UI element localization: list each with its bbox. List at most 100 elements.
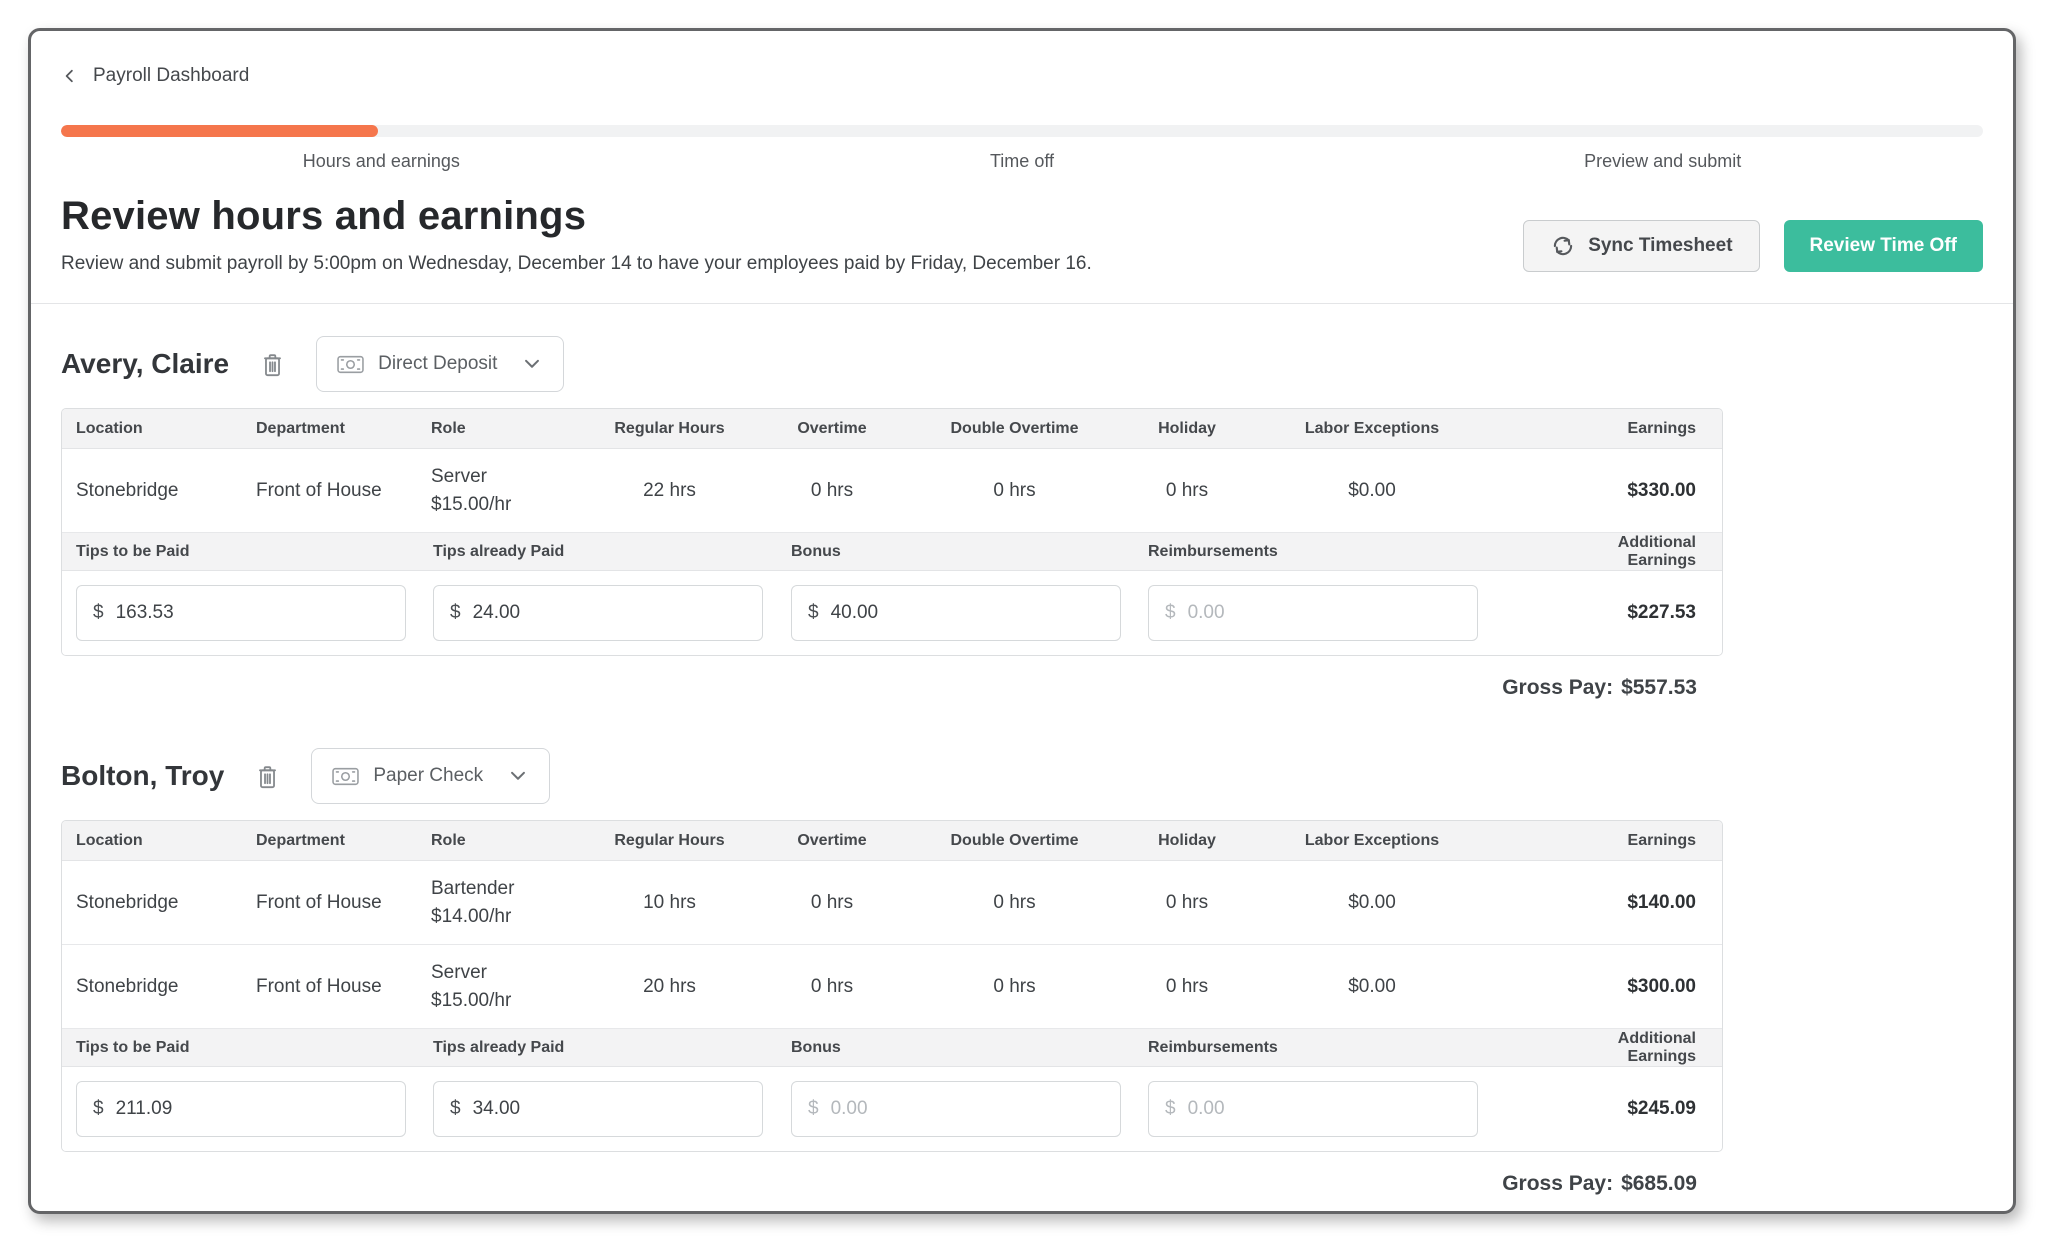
- cell-overtime: 0 hrs: [810, 975, 854, 997]
- cell-role: Bartender $14.00/hr: [417, 875, 587, 930]
- tips-already-paid-input[interactable]: $: [433, 585, 763, 641]
- earnings-row: Stonebridge Front of House Bartender $14…: [62, 861, 1722, 945]
- column-header-labor-exceptions: Labor Exceptions: [1304, 419, 1440, 437]
- currency-prefix: $: [93, 602, 104, 623]
- role-rate: $15.00/hr: [431, 493, 512, 515]
- reimbursements-field[interactable]: [1187, 602, 1461, 624]
- currency-prefix: $: [450, 1098, 461, 1119]
- gross-pay-label: Gross Pay:: [1502, 676, 1614, 699]
- employee-name: Avery, Claire: [61, 348, 230, 379]
- gross-pay-amount: $685.09: [1621, 1172, 1697, 1195]
- cell-role: Server $15.00/hr: [417, 959, 587, 1014]
- payment-method-select[interactable]: Direct Deposit: [316, 336, 565, 392]
- review-time-off-button[interactable]: Review Time Off: [1783, 220, 1983, 272]
- bonus-field[interactable]: [830, 602, 1104, 624]
- reimbursements-input[interactable]: $: [1148, 585, 1478, 641]
- currency-prefix: $: [93, 1098, 104, 1119]
- employee-name: Bolton, Troy: [61, 760, 225, 791]
- bonus-input[interactable]: $: [791, 585, 1121, 641]
- currency-prefix: $: [1165, 1098, 1176, 1119]
- cell-double-overtime: 0 hrs: [993, 891, 1036, 913]
- column-header-bonus: Bonus: [791, 542, 841, 560]
- chevron-down-icon: [511, 771, 526, 780]
- cell-department: Front of House: [256, 891, 382, 913]
- cell-department: Front of House: [256, 975, 382, 997]
- cell-labor-exceptions: $0.00: [1348, 891, 1396, 913]
- page-header: Review hours and earnings Review and sub…: [31, 194, 2013, 304]
- cell-earnings: $140.00: [1627, 891, 1696, 913]
- delete-employee-button[interactable]: [250, 758, 285, 795]
- role-name: Bartender: [431, 877, 515, 899]
- step-time-off: Time off: [989, 151, 1055, 171]
- reimbursements-field[interactable]: [1187, 1098, 1461, 1120]
- column-header-earnings: Earnings: [1627, 831, 1696, 849]
- column-header-role: Role: [431, 419, 466, 437]
- bonus-field[interactable]: [830, 1098, 1104, 1120]
- earnings-table: Location Department Role Regular Hours O…: [61, 408, 1723, 656]
- trash-icon: [264, 353, 282, 376]
- step-hours-and-earnings: Hours and earnings: [302, 151, 460, 171]
- column-header-holiday: Holiday: [1158, 831, 1216, 849]
- column-header-additional-earnings: Additional Earnings: [1617, 1029, 1696, 1065]
- additional-earnings-value: $245.09: [1627, 1098, 1696, 1119]
- cell-earnings: $300.00: [1627, 975, 1696, 997]
- column-header-department: Department: [256, 831, 345, 849]
- reimbursements-input[interactable]: $: [1148, 1081, 1478, 1137]
- tips-already-paid-field[interactable]: [472, 602, 746, 624]
- column-header-double-overtime: Double Overtime: [950, 419, 1079, 437]
- cell-location: Stonebridge: [76, 479, 179, 501]
- column-header-role: Role: [431, 831, 466, 849]
- sync-timesheet-button[interactable]: Sync Timesheet: [1523, 220, 1760, 272]
- cell-earnings: $330.00: [1627, 479, 1696, 501]
- column-header-labor-exceptions: Labor Exceptions: [1304, 831, 1440, 849]
- tips-to-be-paid-field[interactable]: [115, 602, 389, 624]
- payment-method-value: Paper Check: [373, 765, 484, 786]
- tips-already-paid-field[interactable]: [472, 1098, 746, 1120]
- page-title: Review hours and earnings: [61, 194, 587, 238]
- bonus-input[interactable]: $: [791, 1081, 1121, 1137]
- cell-holiday: 0 hrs: [1165, 479, 1209, 501]
- step-preview-and-submit: Preview and submit: [1584, 151, 1742, 171]
- payroll-card: Payroll Dashboard Hours and earnings Tim…: [28, 28, 2016, 1214]
- chevron-down-icon: [525, 359, 540, 368]
- gross-pay-label: Gross Pay:: [1502, 1172, 1614, 1195]
- role-rate: $14.00/hr: [431, 905, 512, 927]
- column-header-additional-earnings: Additional Earnings: [1617, 533, 1696, 569]
- banknote-icon: [332, 767, 360, 785]
- tips-input-row: $ $ $: [62, 571, 1722, 655]
- column-header-regular-hours: Regular Hours: [614, 419, 725, 437]
- column-header-tips-already-paid: Tips already Paid: [433, 542, 565, 560]
- cell-labor-exceptions: $0.00: [1348, 479, 1396, 501]
- cell-holiday: 0 hrs: [1165, 975, 1209, 997]
- earnings-table-header: Location Department Role Regular Hours O…: [62, 821, 1722, 861]
- column-header-bonus: Bonus: [791, 1038, 841, 1056]
- chevron-left-icon[interactable]: [61, 67, 79, 85]
- cell-overtime: 0 hrs: [810, 479, 854, 501]
- page-subtitle: Review and submit payroll by 5:00pm on W…: [61, 253, 1092, 274]
- delete-employee-button[interactable]: [255, 346, 290, 383]
- tips-header-row: Tips to be Paid Tips already Paid Bonus …: [62, 1029, 1722, 1067]
- column-header-reimbursements: Reimbursements: [1148, 542, 1278, 560]
- cell-regular-hours: 10 hrs: [643, 891, 696, 913]
- column-header-holiday: Holiday: [1158, 419, 1216, 437]
- tips-to-be-paid-input[interactable]: $: [76, 1081, 406, 1137]
- earnings-table-header: Location Department Role Regular Hours O…: [62, 409, 1722, 449]
- column-header-department: Department: [256, 419, 345, 437]
- column-header-double-overtime: Double Overtime: [950, 831, 1079, 849]
- cell-location: Stonebridge: [76, 891, 179, 913]
- column-header-location: Location: [76, 419, 143, 437]
- additional-earnings-value: $227.53: [1627, 602, 1696, 623]
- column-header-regular-hours: Regular Hours: [614, 831, 725, 849]
- breadcrumb-label[interactable]: Payroll Dashboard: [93, 65, 250, 86]
- currency-prefix: $: [808, 602, 819, 623]
- progress-fill: [61, 125, 379, 137]
- tips-to-be-paid-field[interactable]: [115, 1098, 389, 1120]
- column-header-location: Location: [76, 831, 143, 849]
- currency-prefix: $: [808, 1098, 819, 1119]
- tips-already-paid-input[interactable]: $: [433, 1081, 763, 1137]
- sync-icon: [1553, 236, 1573, 256]
- tips-to-be-paid-input[interactable]: $: [76, 585, 406, 641]
- payment-method-value: Direct Deposit: [378, 353, 498, 374]
- breadcrumb[interactable]: Payroll Dashboard: [31, 65, 2013, 87]
- payment-method-select[interactable]: Paper Check: [311, 748, 551, 804]
